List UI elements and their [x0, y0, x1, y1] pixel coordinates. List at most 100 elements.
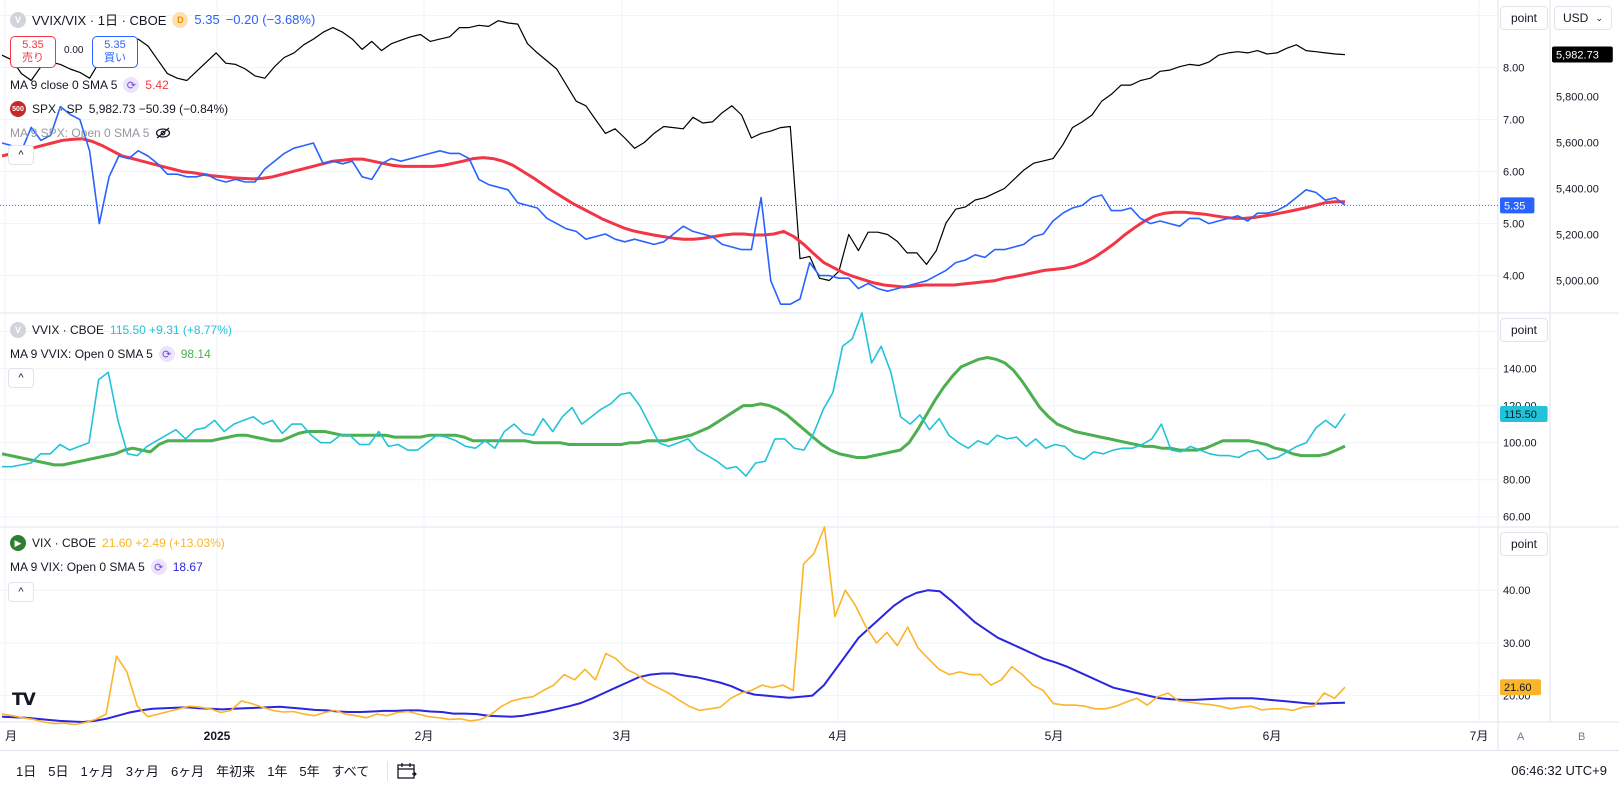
timeframe-1m[interactable]: 1ヶ月 [80, 764, 114, 779]
timeframe-5y[interactable]: 5年 [299, 764, 320, 779]
y-tick-label: 80.00 [1503, 475, 1531, 487]
main-legend: V VVIX/VIX · 1日 · CBOE D 5.35 −0.20 (−3.… [10, 10, 315, 29]
y-tick-label: 40.00 [1503, 585, 1531, 597]
bottom-toolbar: 1日 5日 1ヶ月 3ヶ月 6ヶ月 年初来 1年 5年 すべて 06:46:32… [0, 750, 1619, 790]
ma-vvix-label: MA 9 VVIX: Open 0 SMA 5 [10, 347, 153, 361]
main-last-value: 5.35 [194, 12, 220, 27]
y-tick-label: 7.00 [1503, 115, 1524, 127]
vvix-values: 115.50 +9.31 (+8.77%) [110, 323, 232, 337]
spx-series-line [1, 20, 1346, 282]
buy-price: 5.35 [104, 39, 126, 51]
calendar-range-icon[interactable] [396, 761, 418, 781]
y-tick-label: 4.00 [1503, 271, 1524, 283]
sync-icon[interactable]: ⟳ [123, 77, 140, 93]
ma-vix-value: 18.67 [172, 560, 203, 574]
vvix-unit-button[interactable]: point [1500, 318, 1548, 342]
y-tick-label: 140.00 [1503, 364, 1537, 376]
ma-main-legend[interactable]: MA 9 close 0 SMA 5 ⟳ 5.42 [10, 77, 169, 93]
y2-tick-label: 5,600.00 [1556, 138, 1599, 150]
x-axis-label: 月 [5, 729, 17, 743]
vvix-symbol-icon: V [10, 322, 26, 338]
auto-scale-button[interactable]: A [1517, 731, 1525, 743]
timeframe-5d[interactable]: 5日 [48, 764, 69, 779]
y2-tick-label: 5,800.00 [1556, 92, 1599, 104]
x-axis-label: 3月 [613, 729, 632, 743]
spx-values: 5,982.73 −50.39 (−0.84%) [88, 102, 229, 116]
sync-icon[interactable]: ⟳ [150, 559, 167, 575]
sync-icon[interactable]: ⟳ [158, 346, 175, 362]
ma-spx-legend[interactable]: MA 9 SPX: Open 0 SMA 5 [10, 126, 171, 140]
ma-main-value: 5.42 [145, 78, 169, 92]
y-tick-label: 8.00 [1503, 63, 1524, 75]
chart-canvas[interactable]: 月20252月3月4月5月6月7月9.008.007.006.005.004.0… [0, 0, 1619, 750]
clock[interactable]: 06:46:32 UTC+9 [1511, 763, 1607, 778]
eye-hidden-icon[interactable] [155, 127, 171, 139]
x-axis-label: 7月 [1470, 729, 1489, 743]
vvix-legend[interactable]: V VVIX · CBOE 115.50 +9.31 (+8.77%) [10, 322, 232, 338]
y-tick-label: 100.00 [1503, 438, 1537, 450]
ma-vix-legend[interactable]: MA 9 VIX: Open 0 SMA 5 ⟳ 18.67 [10, 559, 203, 575]
vix-price-tag: 21.60 [1504, 682, 1532, 694]
y-tick-label: 6.00 [1503, 167, 1524, 179]
vix-values: 21.60 +2.49 (+13.03%) [102, 536, 225, 550]
vvix-label: VVIX · CBOE [32, 323, 105, 337]
vix-legend[interactable]: ▶ VIX · CBOE 21.60 +2.49 (+13.03%) [10, 535, 225, 551]
timeframe-6m[interactable]: 6ヶ月 [170, 764, 205, 779]
timeframe-3m[interactable]: 3ヶ月 [125, 764, 159, 779]
vvix-vix-symbol-icon: V [10, 11, 26, 28]
y2-tick-label: 5,400.00 [1556, 184, 1599, 196]
chevron-up-icon: ^ [18, 586, 24, 598]
ma-vvix-legend[interactable]: MA 9 VVIX: Open 0 SMA 5 ⟳ 98.14 [10, 346, 211, 362]
vvix-price-tag: 115.50 [1504, 409, 1537, 421]
main-symbol-title[interactable]: VVIX/VIX · 1日 · CBOE [32, 13, 167, 28]
vix-label: VIX · CBOE [32, 536, 97, 550]
x-axis-label: 5月 [1045, 729, 1064, 743]
y-tick-label: 60.00 [1503, 512, 1531, 524]
vix-ma-series-line [1, 589, 1346, 723]
buy-label: 買い [104, 52, 126, 64]
ma-main-label: MA 9 close 0 SMA 5 [10, 78, 118, 92]
timeframe-1y[interactable]: 1年 [267, 764, 288, 779]
vvix-series-line [2, 312, 1346, 477]
currency-value: USD [1563, 11, 1589, 25]
vix-unit-button[interactable]: point [1500, 532, 1548, 556]
x-axis-label: 6月 [1263, 729, 1282, 743]
x-axis-label: 4月 [829, 729, 848, 743]
data-delay-badge[interactable]: D [172, 11, 189, 28]
toolbar-divider [387, 760, 389, 781]
buy-button[interactable]: 5.35 買い [92, 36, 138, 68]
vvix-ma-series-line [1, 356, 1346, 467]
y-tick-label: 5.00 [1503, 219, 1524, 231]
tradingview-logo[interactable]: TV [12, 690, 36, 710]
timeframe-ytd[interactable]: 年初来 [216, 764, 256, 779]
collapse-main-legend-button[interactable]: ^ [8, 145, 34, 165]
chevron-up-icon: ^ [18, 372, 24, 384]
sell-label: 売り [22, 52, 44, 64]
spx-legend[interactable]: 500 SPX · SP 5,982.73 −50.39 (−0.84%) [10, 101, 228, 117]
timeframe-all[interactable]: すべて [331, 764, 370, 779]
spread-value: 0.00 [64, 45, 84, 56]
ratio-price-tag: 5.35 [1504, 200, 1525, 212]
spx-symbol-icon: 500 [10, 101, 26, 117]
spx-price-tag-bg [1552, 46, 1613, 63]
spx-price-tag: 5,982.73 [1556, 50, 1599, 62]
ma-vix-label: MA 9 VIX: Open 0 SMA 5 [10, 560, 145, 574]
chevron-up-icon: ^ [18, 149, 24, 161]
timeframe-1d[interactable]: 1日 [16, 764, 37, 779]
y-tick-label: 30.00 [1503, 638, 1531, 650]
x-axis-label: 2月 [415, 729, 434, 743]
x-axis-label: 2025 [204, 729, 231, 743]
log-scale-button[interactable]: B [1578, 731, 1586, 743]
main-unit-button[interactable]: point [1500, 6, 1548, 30]
ratio-price-tag-bg [1500, 197, 1535, 214]
ratio-series-line [1, 105, 1346, 305]
y2-tick-label: 5,200.00 [1556, 230, 1599, 242]
sell-price: 5.35 [22, 39, 44, 51]
ratio-ma-series-line [1, 137, 1345, 289]
collapse-vvix-legend-button[interactable]: ^ [8, 368, 34, 388]
sell-button[interactable]: 5.35 売り [10, 36, 56, 68]
main-change-value: −0.20 (−3.68%) [225, 12, 316, 27]
chevron-down-icon: ⌄ [1595, 12, 1603, 23]
collapse-vix-legend-button[interactable]: ^ [8, 582, 34, 602]
currency-select[interactable]: USD ⌄ [1554, 6, 1612, 30]
